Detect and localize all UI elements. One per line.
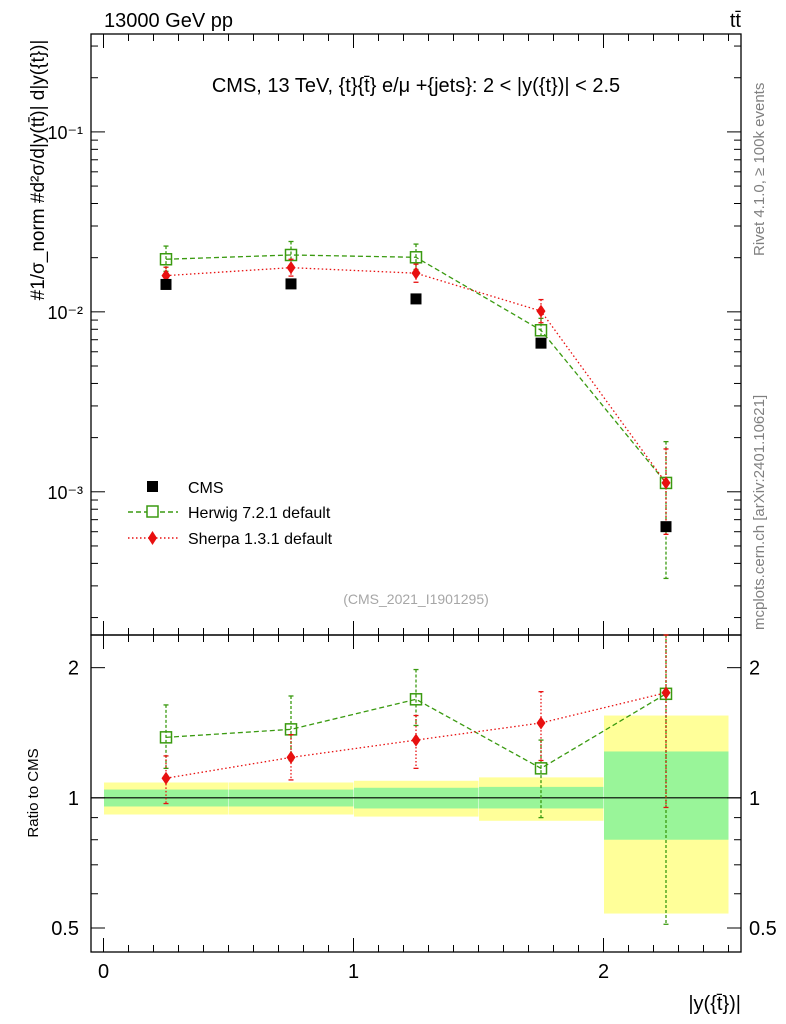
- main-series-layer: [159, 240, 673, 580]
- data-point: [660, 521, 672, 533]
- ratio-y-tick-label-right: 2: [749, 658, 760, 680]
- legend-entry-herwig: Herwig 7.2.1 default: [128, 505, 331, 522]
- data-point: [534, 762, 548, 775]
- data-point: [161, 269, 171, 283]
- main-series-sherpa: [161, 258, 671, 536]
- data-point: [286, 261, 296, 275]
- data-point: [661, 686, 671, 700]
- main-series-herwig: [159, 240, 673, 580]
- data-point: [411, 733, 421, 747]
- legend-entry-cms: CMS: [147, 480, 224, 497]
- data-point: [161, 771, 171, 785]
- data-point: [159, 731, 173, 744]
- legend-label-sherpa: Sherpa 1.3.1 default: [188, 531, 333, 548]
- source-label: mcplots.cern.ch [arXiv:2401.10621]: [751, 395, 768, 630]
- rivet-label: Rivet 4.1.0, ≥ 100k events: [751, 83, 768, 256]
- data-point: [285, 278, 297, 290]
- beam-label: 13000 GeV pp: [104, 10, 233, 32]
- legend-marker-herwig: [146, 505, 159, 518]
- data-point: [409, 693, 423, 706]
- ratio-series-sherpa: [161, 634, 671, 809]
- main-y-tick-label: 10⁻¹: [47, 123, 83, 143]
- ratio-y-axis-label: Ratio to CMS: [25, 748, 42, 837]
- legend-label-cms: CMS: [188, 480, 224, 497]
- x-axis-label: |y({t̄})|: [688, 993, 741, 1015]
- data-point: [536, 716, 546, 730]
- ratio-y-tick-label-right: 1: [749, 788, 760, 810]
- legend-marker-sherpa: [148, 531, 157, 545]
- legend-entry-sherpa: Sherpa 1.3.1 default: [128, 531, 333, 548]
- data-point: [535, 337, 547, 349]
- x-tick-label: 1: [348, 961, 359, 983]
- ratio-y-tick-label-left: 2: [68, 658, 79, 680]
- data-point: [536, 304, 546, 318]
- tick-labels: 10⁻³ 10⁻² 10⁻¹ 0.5 0.5 1 1 2 2 0 1 2: [47, 123, 776, 983]
- data-point: [286, 750, 296, 764]
- axis-ticks: [91, 34, 741, 952]
- process-label: tt̄: [730, 10, 742, 32]
- data-point: [410, 293, 422, 305]
- main-series-cms: [160, 278, 672, 533]
- data-point: [661, 476, 671, 490]
- ratio-y-tick-label-right: 0.5: [749, 918, 777, 940]
- x-tick-label: 0: [98, 961, 109, 983]
- data-point: [534, 324, 548, 337]
- legend-marker-cms: [147, 481, 158, 492]
- main-y-tick-label: 10⁻²: [47, 303, 83, 323]
- series-line: [165, 254, 667, 484]
- ratio-y-tick-label-left: 1: [68, 788, 79, 810]
- data-point: [159, 253, 173, 266]
- main-y-tick-label: 10⁻³: [47, 483, 83, 503]
- legend: CMS Herwig 7.2.1 default Sherpa 1.3.1 de…: [128, 480, 333, 548]
- ratio-y-tick-label-left: 0.5: [51, 918, 79, 940]
- series-line: [165, 693, 667, 770]
- ratio-series-layer: [159, 634, 673, 925]
- main-y-axis-label: #1/σ_norm #d²σ/d|y(tt̄)| d|y({t})|: [28, 40, 49, 301]
- legend-label-herwig: Herwig 7.2.1 default: [188, 505, 331, 522]
- analysis-watermark: (CMS_2021_I1901295): [343, 591, 489, 607]
- plot-title: CMS, 13 TeV, {t}{t̄} e/μ +{jets}: 2 < |y…: [212, 75, 620, 97]
- x-tick-label: 2: [598, 961, 609, 983]
- ratio-panel-frame: [90, 634, 742, 953]
- data-point: [411, 266, 421, 280]
- data-point: [160, 278, 172, 290]
- data-point: [409, 251, 423, 264]
